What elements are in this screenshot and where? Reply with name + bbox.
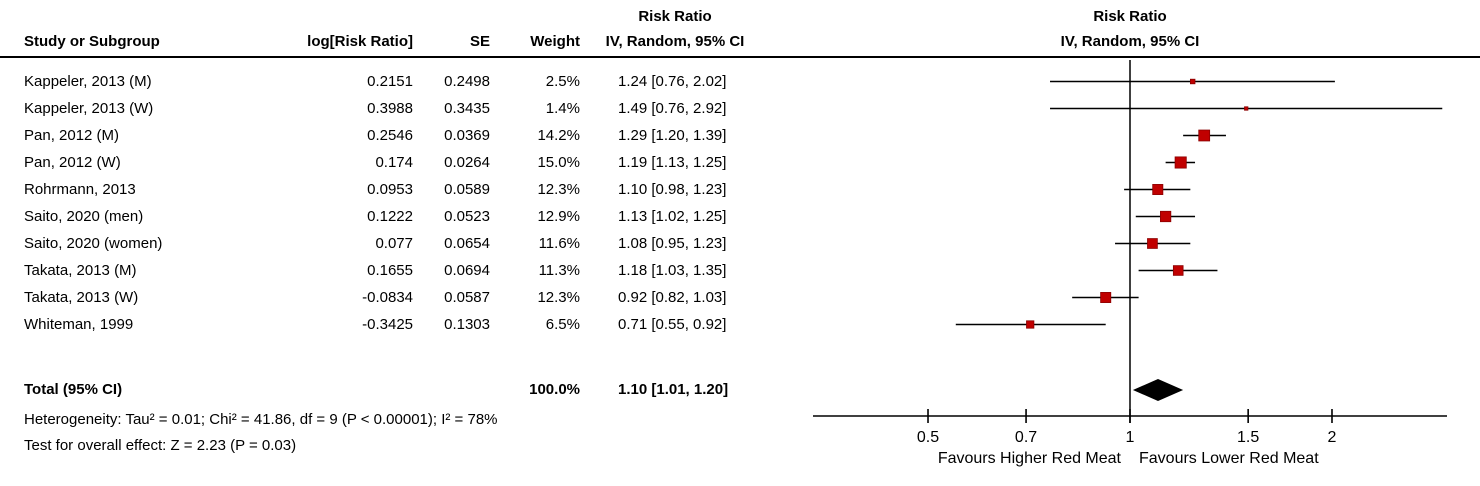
axis-tick-label: 2 [1328,429,1337,446]
weight-cell: 12.9% [537,208,580,225]
column-header-study: Study or Subgroup [24,33,160,50]
table-row: Whiteman, 1999 -0.3425 0.1303 6.5% 0.71 [0.5… [0,311,790,338]
axis-tick-label: 1.5 [1237,429,1259,446]
study-name-cell: Takata, 2013 (M) [24,262,137,279]
se-cell: 0.0654 [444,235,490,252]
se-cell: 0.0587 [444,289,490,306]
table-row: Saito, 2020 (women) 0.077 0.0654 11.6% 1.08 … [0,230,790,257]
total-label: Total (95% CI) [24,381,123,398]
weight-cell: 1.4% [545,100,580,117]
column-header-weight: Weight [530,33,580,50]
log-rr-cell: 0.0953 [367,181,413,198]
log-rr-cell: 0.174 [375,154,413,171]
weight-cell: 14.2% [537,127,580,144]
study-name-cell: Kappeler, 2013 (W) [24,100,154,117]
weight-cell: 11.3% [538,262,580,279]
total-ci-text: 1.10 [1.01, 1.20] [618,381,729,398]
axis-tick-label: 0.5 [917,429,939,446]
log-rr-cell: 0.2546 [367,127,413,144]
effect-marker [1189,78,1196,85]
favours-right-label: Favours Lower Red Meat [1139,450,1319,467]
table-row: Saito, 2020 (men) 0.1222 0.0523 12.9% 1.13 [… [0,203,790,230]
heterogeneity-stats: Heterogeneity: Tau² = 0.01; Chi² = 41.86… [24,411,498,428]
effect-marker [1174,156,1187,169]
column-header-ci-text: IV, Random, 95% CI [605,33,745,50]
effect-marker [1152,184,1164,195]
ci-text-cell: 0.71 [0.55, 0.92] [618,316,727,333]
ci-text-cell: 0.92 [0.82, 1.03] [618,289,727,306]
ci-text-cell: 1.10 [0.98, 1.23] [618,181,727,198]
pooled-effect-diamond [1132,379,1184,401]
header-divider [0,56,1480,58]
se-cell: 0.0523 [444,208,490,225]
total-row: Total (95% CI) 100.0% 1.10 [1.01, 1.20] [0,377,790,403]
table-row: Pan, 2012 (M) 0.2546 0.0369 14.2% 1.29 [1.20… [0,122,790,149]
ci-text-cell: 1.18 [1.03, 1.35] [618,262,727,279]
weight-cell: 12.3% [537,289,580,306]
effect-marker [1026,320,1035,329]
log-rr-cell: 0.1222 [367,208,413,225]
table-row: Kappeler, 2013 (M) 0.2151 0.2498 2.5% 1.24 [… [0,68,790,95]
study-name-cell: Takata, 2013 (W) [24,289,139,306]
favours-left-label: Favours Higher Red Meat [938,450,1122,467]
se-cell: 0.1303 [444,316,490,333]
effect-measure-header-left: Risk Ratio [638,8,712,25]
study-name-cell: Pan, 2012 (W) [24,154,121,171]
effect-marker [1147,238,1158,249]
axis-tick-label: 1 [1126,429,1135,446]
se-cell: 0.3435 [444,100,490,117]
study-name-cell: Kappeler, 2013 (M) [24,73,152,90]
se-cell: 0.0589 [444,181,490,198]
table-row: Rohrmann, 2013 0.0953 0.0589 12.3% 1.10 [0.9… [0,176,790,203]
weight-cell: 12.3% [537,181,580,198]
study-name-cell: Rohrmann, 2013 [24,181,136,198]
study-name-cell: Pan, 2012 (M) [24,127,120,144]
study-name-cell: Saito, 2020 (women) [24,235,163,252]
effect-marker [1160,210,1172,223]
effect-marker [1100,292,1112,303]
table-row: Takata, 2013 (W) -0.0834 0.0587 12.3% 0.92 [… [0,284,790,311]
log-rr-cell: 0.1655 [367,262,413,279]
table-row: Pan, 2012 (W) 0.174 0.0264 15.0% 1.19 [1.13,… [0,149,790,176]
ci-text-cell: 1.29 [1.20, 1.39] [618,127,727,144]
total-weight: 100.0% [529,381,580,398]
column-header-log-rr: log[Risk Ratio] [307,33,413,50]
effect-marker [1244,106,1249,111]
ci-text-cell: 1.24 [0.76, 2.02] [618,73,727,90]
log-rr-cell: 0.2151 [367,73,413,90]
axis-tick-label: 0.7 [1015,429,1037,446]
ci-text-cell: 1.19 [1.13, 1.25] [618,154,727,171]
log-rr-cell: -0.0834 [362,289,413,306]
log-rr-cell: 0.077 [375,235,413,252]
se-cell: 0.0264 [444,154,490,171]
se-cell: 0.2498 [444,73,490,90]
study-name-cell: Whiteman, 1999 [24,316,134,333]
table-row: Kappeler, 2013 (W) 0.3988 0.3435 1.4% 1.49 [… [0,95,790,122]
weight-cell: 11.6% [538,235,580,252]
effect-measure-header-right: Risk Ratio [1093,8,1167,25]
study-name-cell: Saito, 2020 (men) [24,208,144,225]
table-row: Takata, 2013 (M) 0.1655 0.0694 11.3% 1.18 [1… [0,257,790,284]
ci-text-cell: 1.13 [1.02, 1.25] [618,208,727,225]
effect-marker [1198,129,1211,142]
ci-text-cell: 1.08 [0.95, 1.23] [618,235,727,252]
weight-cell: 6.5% [545,316,580,333]
weight-cell: 15.0% [537,154,580,171]
column-header-se: SE [469,33,490,50]
se-cell: 0.0694 [444,262,490,279]
effect-marker [1172,265,1184,276]
column-header-ci-plot: IV, Random, 95% CI [1060,33,1200,50]
log-rr-cell: 0.3988 [367,100,413,117]
weight-cell: 2.5% [545,73,580,90]
se-cell: 0.0369 [444,127,490,144]
ci-text-cell: 1.49 [0.76, 2.92] [618,100,727,117]
overall-effect-test: Test for overall effect: Z = 2.23 (P = 0… [24,437,297,454]
log-rr-cell: -0.3425 [362,316,413,333]
